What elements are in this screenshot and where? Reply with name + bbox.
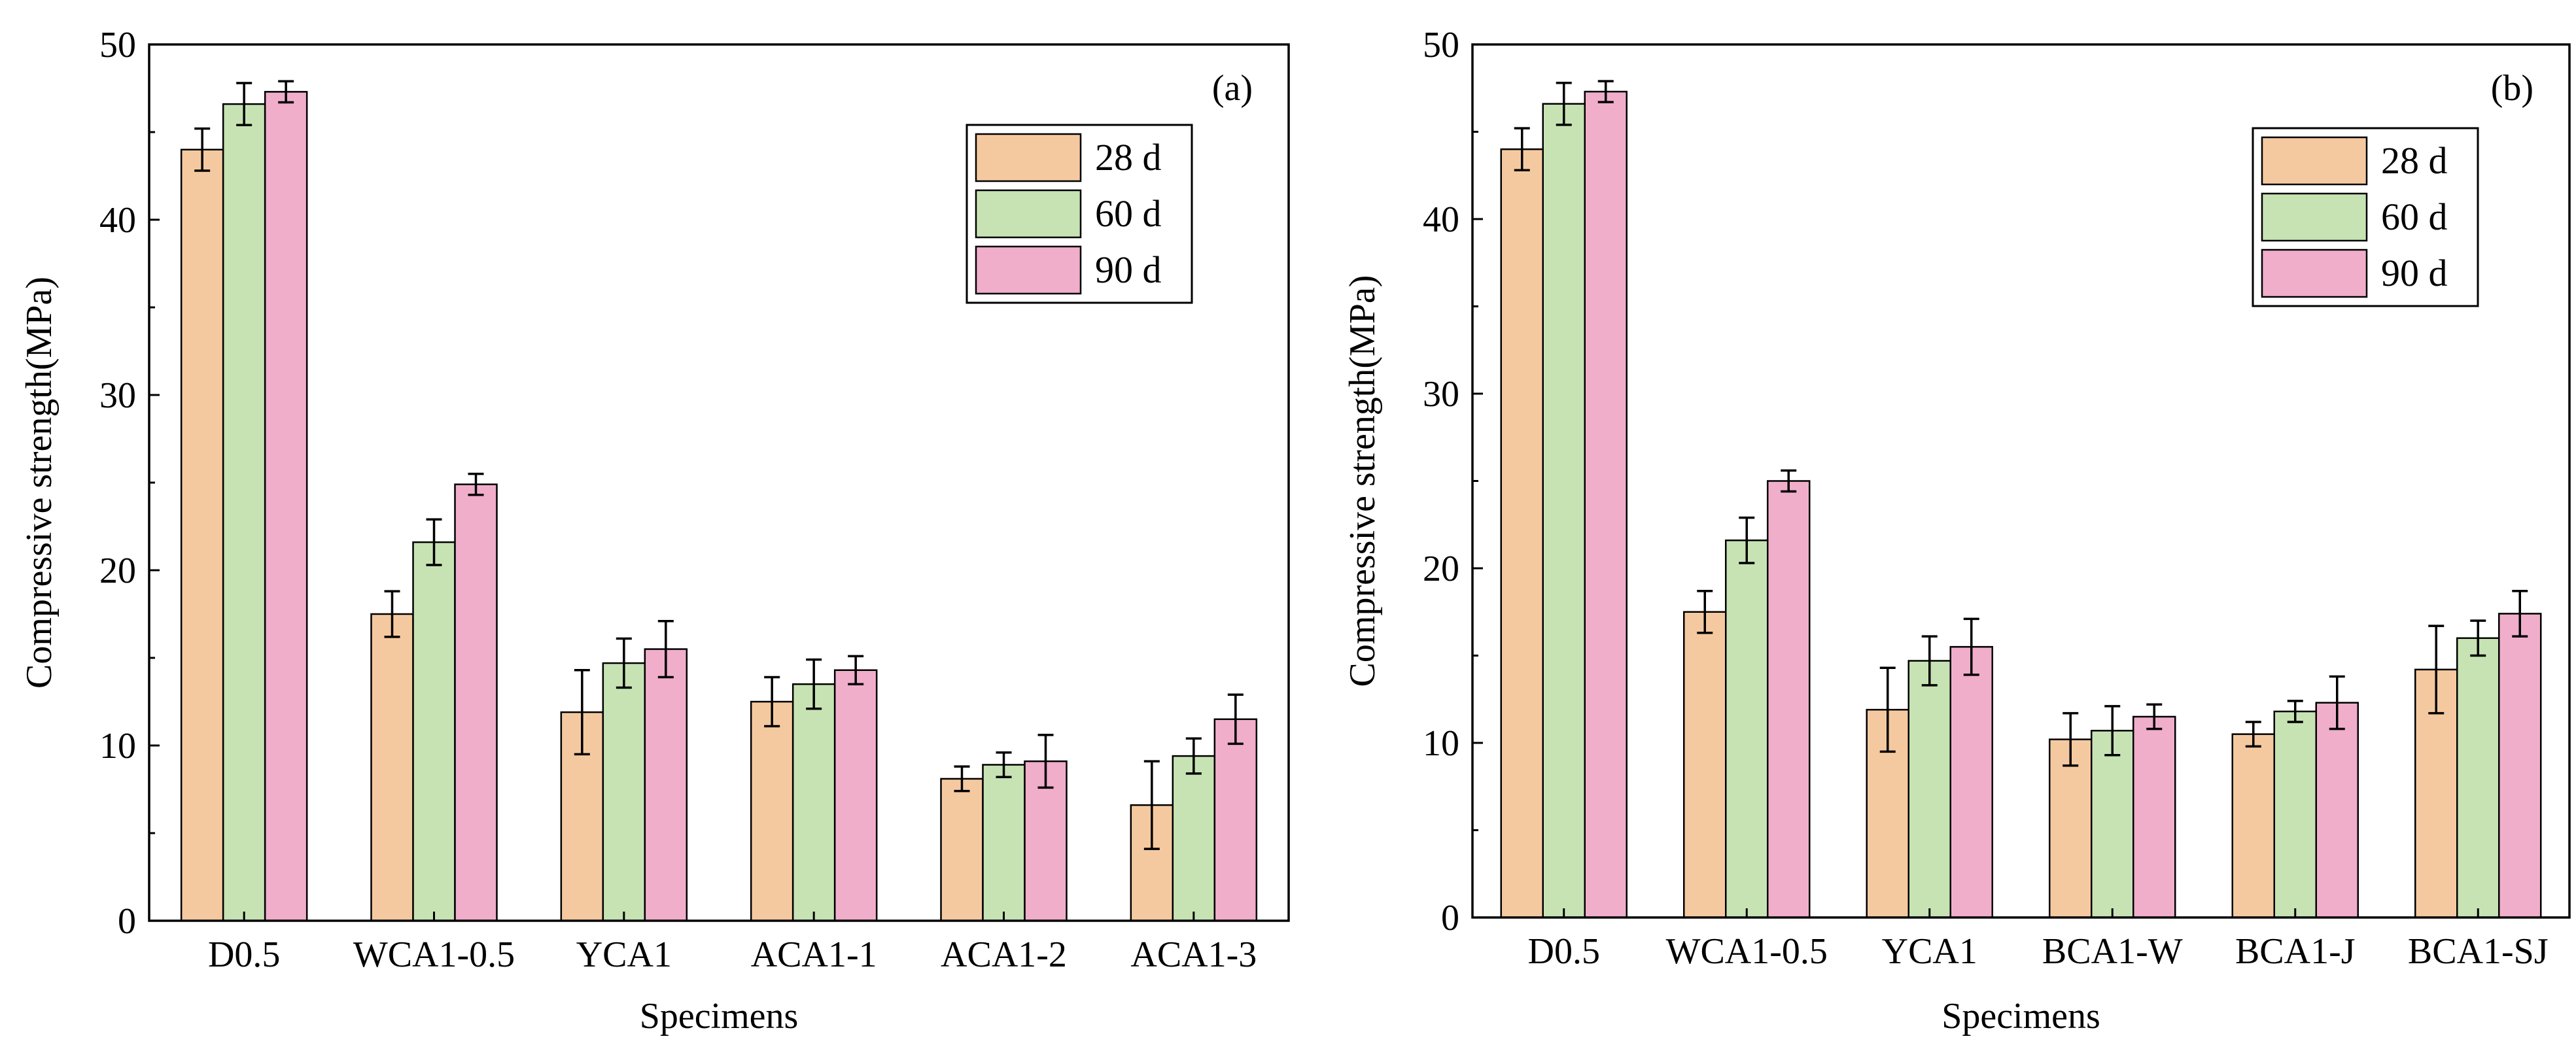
panel-a-xtick-label-ACA1-1: ACA1-1 <box>751 934 877 975</box>
panel-b-xtick-label-YCA1: YCA1 <box>1882 931 1977 972</box>
panel-b-bar-28d-BCA1-J <box>2231 733 2275 919</box>
panel-a-legend-swatch-60d <box>975 189 1082 239</box>
panel-a-bar-60d-ACA1-2 <box>982 764 1026 922</box>
panel-b-legend-label-28d: 28 d <box>2381 139 2448 182</box>
panel-a-bar-60d-WCA1-0.5 <box>412 541 456 922</box>
panel-a-ytick-label-50: 50 <box>99 25 136 65</box>
panel-a-legend-label-90d: 90 d <box>1095 248 1162 291</box>
panel-a-ytick-label-40: 40 <box>99 200 136 241</box>
panel-b-bar-60d-BCA1-SJ <box>2456 637 2500 919</box>
panel-b-ytick-label-0: 0 <box>1441 898 1459 938</box>
panel-b-ytick-label-50: 50 <box>1423 25 1459 65</box>
panel-a-bar-60d-ACA1-1 <box>792 683 836 922</box>
panel-a-bar-60d-ACA1-3 <box>1172 755 1216 922</box>
panel-b: D0.5 WCA1-0.5 YCA1 BCA1-W BCA1-J BCA1-SJ 0 10 20… <box>1342 25 2571 1036</box>
panel-b-legend-swatch-60d <box>2261 192 2368 242</box>
panel-b-xtick-label-BCA1-SJ: BCA1-SJ <box>2408 931 2549 972</box>
panel-a-legend-swatch-90d <box>975 245 1082 295</box>
panel-a-y-axis-title: Compressive strength(MPa) <box>19 277 60 689</box>
panel-b-bar-90d-BCA1-J <box>2315 702 2359 919</box>
panel-a-bar-90d-WCA1-0.5 <box>454 483 498 922</box>
panel-a-bar-60d-D0.5 <box>222 103 266 922</box>
panel-b-legend-label-60d: 60 d <box>2381 196 2448 238</box>
panel-b-plot-frame <box>1471 43 2571 919</box>
panel-a-bar-28d-D0.5 <box>180 148 224 922</box>
panel-b-bar-90d-WCA1-0.5 <box>1767 480 1811 919</box>
panel-b-bar-28d-D0.5 <box>1500 148 1544 919</box>
panel-a-bar-28d-ACA1-2 <box>940 778 984 922</box>
panel-b-ytick-label-10: 10 <box>1423 723 1459 764</box>
panel-a-xtick-label-D0.5: D0.5 <box>208 934 280 975</box>
panel-a-legend: 28 d 60 d 90 d <box>966 124 1193 304</box>
panel-a-legend-label-28d: 28 d <box>1095 136 1162 179</box>
panel-b-legend: 28 d 60 d 90 d <box>2252 127 2479 307</box>
panel-b-bar-60d-BCA1-W <box>2091 730 2134 919</box>
panel-a-ytick-label-10: 10 <box>99 726 136 766</box>
panel-a-bar-90d-YCA1 <box>644 648 688 922</box>
panel-a-xtick-label-ACA1-2: ACA1-2 <box>941 934 1067 975</box>
panel-a-ytick-label-0: 0 <box>118 901 136 942</box>
panel-b-ytick-label-30: 30 <box>1423 374 1459 415</box>
panel-b-bar-60d-BCA1-J <box>2273 710 2317 919</box>
panel-b-legend-swatch-90d <box>2261 248 2368 298</box>
panel-b-bar-28d-BCA1-W <box>2049 738 2093 919</box>
panel-b-xtick-label-D0.5: D0.5 <box>1528 931 1600 972</box>
panel-b-bar-90d-D0.5 <box>1584 90 1627 919</box>
panel-a: D0.5 WCA1-0.5 YCA1 ACA1-1 ACA1-2 ACA1-3 0 10 20 3… <box>19 25 1290 1036</box>
panel-b-legend-swatch-28d <box>2261 136 2368 186</box>
panel-b-xtick-label-BCA1-W: BCA1-W <box>2042 931 2183 972</box>
panel-b-ytick-label-40: 40 <box>1423 199 1459 240</box>
panel-b-ytick-label-20: 20 <box>1423 549 1459 589</box>
panel-a-bar-28d-WCA1-0.5 <box>370 613 414 922</box>
panel-b-x-axis-title: Specimens <box>1941 996 2100 1036</box>
panel-b-bar-90d-BCA1-W <box>2132 715 2176 919</box>
panel-a-bar-28d-ACA1-1 <box>750 700 794 922</box>
panel-a-legend-swatch-28d <box>975 133 1082 182</box>
panel-b-legend-label-90d: 90 d <box>2381 252 2448 294</box>
panel-a-label: (a) <box>1212 68 1253 109</box>
panel-b-bar-60d-WCA1-0.5 <box>1725 540 1769 919</box>
panel-a-bar-90d-ACA1-1 <box>833 669 878 922</box>
panel-a-ytick-label-20: 20 <box>99 551 136 591</box>
panel-b-bar-90d-YCA1 <box>1949 645 1993 919</box>
panel-b-bar-28d-WCA1-0.5 <box>1683 611 1727 919</box>
panel-a-bar-90d-D0.5 <box>264 91 308 922</box>
panel-b-bar-60d-YCA1 <box>1907 660 1951 919</box>
panel-a-x-axis-title: Specimens <box>640 996 799 1036</box>
panel-b-bar-60d-D0.5 <box>1542 103 1586 919</box>
panel-a-legend-label-60d: 60 d <box>1095 192 1162 235</box>
panel-a-ytick-label-30: 30 <box>99 375 136 416</box>
panel-a-xtick-label-YCA1: YCA1 <box>576 934 672 975</box>
panel-b-bar-90d-BCA1-SJ <box>2498 613 2542 919</box>
panel-a-xtick-label-WCA1-0.5: WCA1-0.5 <box>353 934 515 975</box>
panel-a-bar-60d-YCA1 <box>602 662 646 922</box>
panel-b-label: (b) <box>2491 68 2533 109</box>
panel-b-y-axis-title: Compressive strength(MPa) <box>1342 275 1383 687</box>
panel-a-xtick-label-ACA1-3: ACA1-3 <box>1130 934 1257 975</box>
panel-a-bar-90d-ACA1-3 <box>1213 718 1258 922</box>
panel-b-xtick-label-BCA1-J: BCA1-J <box>2235 931 2356 972</box>
panel-b-xtick-label-WCA1-0.5: WCA1-0.5 <box>1666 931 1828 972</box>
panel-a-plot-frame <box>148 43 1290 922</box>
